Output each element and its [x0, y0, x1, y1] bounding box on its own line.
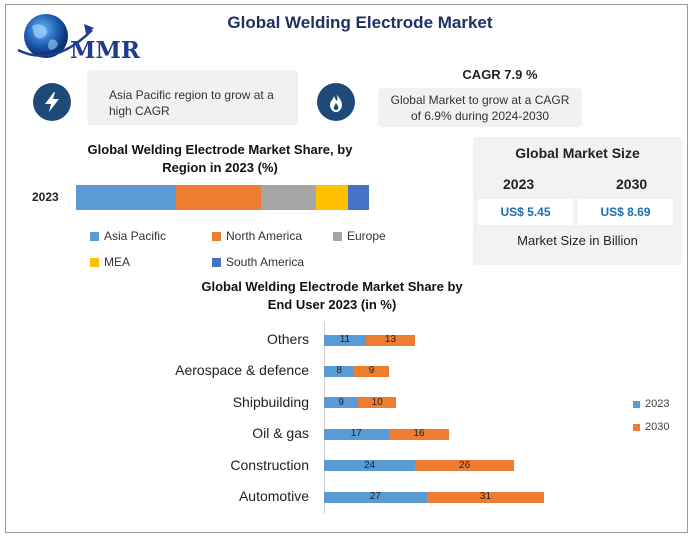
region-legend-item: South America — [212, 255, 304, 269]
enduser-bar-2023 — [324, 334, 366, 346]
globe-logo-icon — [17, 14, 94, 58]
enduser-data-label: 9 — [338, 396, 344, 408]
legend-label: South America — [226, 255, 305, 269]
region-chart-title: Global Welding Electrode Market Share, b… — [87, 142, 353, 175]
enduser-data-label: 31 — [479, 491, 492, 502]
enduser-data-label: 26 — [459, 459, 471, 471]
enduser-data-label: 13 — [384, 334, 397, 345]
enduser-data-label: 9 — [368, 365, 375, 377]
legend-swatch — [633, 423, 640, 431]
region-segment-mea — [316, 185, 349, 210]
enduser-bar-2023 — [324, 428, 389, 440]
legend-label: MEA — [104, 255, 131, 269]
legend-swatch — [90, 231, 99, 241]
enduser-bar-2030 — [354, 365, 389, 377]
enduser-category-label: Aerospace & defence — [175, 362, 309, 379]
enduser-bar-2023 — [324, 491, 427, 503]
cagr-info-box: Global Market to grow at a CAGR of 6.9% … — [378, 88, 582, 127]
logo: MMR — [14, 10, 144, 66]
legend-label: 2023 — [645, 398, 670, 410]
size-year-2030: 2030 — [616, 176, 648, 192]
legend-label: Asia Pacific — [104, 229, 167, 243]
infographic-frame — [5, 4, 688, 533]
enduser-bar-2023 — [324, 397, 359, 409]
market-size-title: Global Market Size — [515, 145, 640, 161]
size-value-2030: US$ 8.69 — [578, 199, 673, 225]
region-legend-item: Europe — [333, 229, 386, 243]
enduser-bar-2023 — [324, 460, 416, 472]
region-segment-north-america — [175, 185, 261, 210]
legend-label: North America — [226, 229, 303, 243]
enduser-bar-2023 — [324, 365, 355, 377]
legend-label: 2030 — [645, 421, 670, 433]
enduser-category-label: Oil & gas — [252, 425, 309, 442]
cagr-info-text: Global Market to grow at a CAGR of 6.9% … — [390, 93, 570, 123]
legend-swatch — [212, 231, 221, 241]
region-segment-asia-pacific — [76, 185, 176, 210]
enduser-axis-line — [324, 322, 325, 514]
market-size-footer: Market Size in Billion — [517, 233, 638, 248]
enduser-bar-2030 — [365, 334, 416, 346]
enduser-data-label: 17 — [350, 428, 362, 440]
enduser-data-label: 24 — [364, 459, 376, 471]
enduser-data-label: 10 — [371, 396, 383, 408]
legend-swatch — [212, 257, 221, 267]
size-year-2023: 2023 — [503, 176, 535, 192]
enduser-data-label: 16 — [413, 428, 425, 440]
legend-swatch — [333, 231, 342, 241]
enduser-data-label: 27 — [369, 491, 381, 502]
page-title: Global Welding Electrode Market — [227, 13, 493, 32]
cagr-title: CAGR 7.9 % — [462, 67, 538, 82]
legend-swatch — [90, 257, 99, 267]
enduser-legend-item: 2023 — [633, 398, 669, 410]
logo-text: MMR — [70, 37, 141, 64]
flame-badge — [317, 83, 355, 121]
region-segment-south-america — [348, 185, 369, 210]
enduser-bar-2030 — [358, 397, 397, 409]
region-legend-item: North America — [212, 229, 302, 243]
enduser-bar-2030 — [388, 428, 450, 440]
region-legend-item: Asia Pacific — [90, 229, 166, 243]
region-legend-item: MEA — [90, 255, 130, 269]
enduser-data-label: 8 — [336, 365, 342, 377]
lightning-icon — [45, 92, 59, 112]
region-segment-europe — [260, 185, 317, 210]
asia-info-text: Asia Pacific region to grow at a high CA… — [109, 88, 274, 118]
enduser-chart-title: Global Welding Electrode Market Share by… — [201, 279, 463, 312]
size-value-2023: US$ 5.45 — [478, 199, 573, 225]
legend-label: Europe — [347, 229, 386, 243]
enduser-bar-2030 — [415, 460, 514, 472]
region-year-label: 2023 — [32, 190, 59, 204]
region-stacked-bar — [76, 185, 369, 210]
enduser-category-label: Shipbuilding — [232, 393, 309, 410]
enduser-category-label: Automotive — [238, 488, 309, 504]
asia-info-box: Asia Pacific region to grow at a high CA… — [87, 70, 298, 125]
legend-swatch — [633, 400, 640, 408]
flame-icon — [330, 92, 342, 112]
market-size-card: Global Market Size 2023 2030 US$ 5.45 US… — [473, 137, 682, 265]
enduser-category-label: Construction — [230, 456, 309, 473]
enduser-category-label: Others — [266, 331, 309, 347]
lightning-badge — [33, 83, 71, 121]
enduser-data-label: 11 — [339, 334, 351, 345]
enduser-bar-2030 — [426, 491, 545, 503]
enduser-legend-item: 2030 — [633, 421, 669, 433]
